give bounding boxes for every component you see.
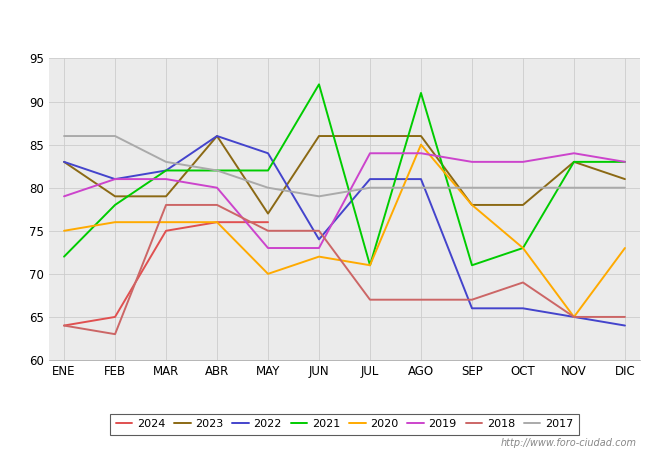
Legend: 2024, 2023, 2022, 2021, 2020, 2019, 2018, 2017: 2024, 2023, 2022, 2021, 2020, 2019, 2018…: [111, 414, 578, 435]
Text: Afiliados en San Pedro de Ceque a 31/5/2024: Afiliados en San Pedro de Ceque a 31/5/2…: [138, 13, 512, 31]
Text: http://www.foro-ciudad.com: http://www.foro-ciudad.com: [501, 438, 637, 448]
